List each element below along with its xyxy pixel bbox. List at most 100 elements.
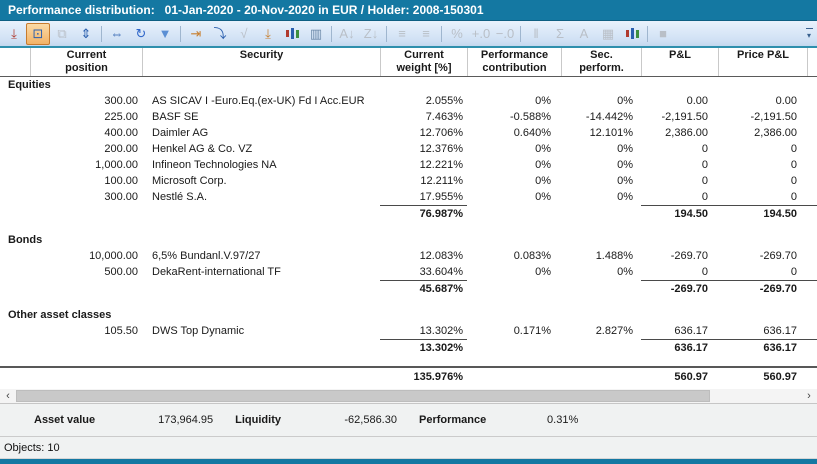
edge-cell [807,189,817,205]
subtotal-row: 45.687% -269.70 -269.70 [0,280,817,298]
cell-weight: 33.604% [419,266,463,278]
cell-weight: 7.463% [425,111,463,123]
spacer-cell [0,141,30,157]
cell-price_pnl: 636.17 [763,325,797,337]
column-header-contribution[interactable]: Performance contribution [467,48,561,76]
import-values-icon[interactable]: ⤓ [265,26,271,41]
cell-sec_perform: -14.442% [585,111,633,123]
expand-rows-icon[interactable]: ⇕ [80,26,92,41]
table-row[interactable]: 300.00 Nestlé S.A. 17.955% 0% 0% 0 0 [0,189,817,205]
cell-contribution: 0% [535,95,551,107]
cell-contribution: 0.083% [513,250,551,262]
cell-sec_perform: 0% [617,266,633,278]
table-row[interactable]: 100.00 Microsoft Corp. 12.211% 0% 0% 0 0 [0,173,817,189]
apply-formula-icon: √ [240,26,248,41]
adjust-columns-icon: ‖ [533,26,539,41]
column-header-position[interactable]: Current position [30,48,142,76]
cell-contribution [467,339,561,357]
insert-column-icon[interactable]: ⇥ [190,26,202,41]
sort-az-icon: A↓ [339,26,355,41]
cell-position: 105.50 [104,325,138,337]
cell-position: 100.00 [104,175,138,187]
update-columns-icon[interactable] [280,23,304,45]
fit-width-icon[interactable]: ⇔ [110,26,124,41]
cell-pnl: 0.00 [686,95,708,107]
cell-pnl: 636.17 [641,339,718,357]
section-label: Equities [8,79,51,91]
table-row[interactable]: 500.00 DekaRent-international TF 33.604% 0%… [0,264,817,280]
table-row[interactable]: 300.00 AS SICAV I -Euro.Eq.(ex-UK) Fd I A… [0,93,817,109]
table-row[interactable]: 200.00 Henkel AG & Co. VZ 12.376% 0% 0% 0 0 [0,141,817,157]
cell-sec_perform: 0% [617,175,633,187]
chart-icon[interactable] [620,23,644,45]
table-row[interactable]: 225.00 BASF SE 7.463% -0.588% -14.442% -2,191… [0,109,817,125]
collapse-rows-icon[interactable]: ⤓ [11,26,17,41]
column-header-price-pnl[interactable]: Price P&L [718,48,807,76]
table-row[interactable]: 1,000.00 Infineon Technologies NA 12.221% 0… [0,157,817,173]
liquidity-label: Liquidity [235,414,281,426]
edge-cell [807,264,817,280]
edge-cell [807,248,817,264]
fit-table-icon[interactable]: ⊡ [26,22,50,45]
edge-cell [807,125,817,141]
table-row[interactable]: 400.00 Daimler AG 12.706% 0.640% 12.101% 2,38… [0,125,817,141]
cell-security [142,339,380,357]
cell-pnl: 0 [701,143,708,155]
cell-position [30,339,142,357]
spacer-cell [0,109,30,125]
cell-price_pnl: 2,386.00 [754,127,797,139]
window-title-bar: Performance distribution: 01-Jan-2020 - … [0,0,817,21]
cell-weight: 13.302% [419,325,463,337]
scrollbar-right-button[interactable]: › [801,389,817,403]
scrollbar-thumb[interactable] [16,390,710,402]
column-header-sec-perform[interactable]: Sec. perform. [561,48,641,76]
total-row: 135.976% 560.97 560.97 [0,366,817,386]
cell-sec_perform: 12.101% [589,127,633,139]
performance-label: Performance [418,414,487,426]
spacer-cell [0,205,30,223]
fill-down-icon[interactable]: ⤵ [213,26,227,41]
horizontal-scrollbar[interactable]: ‹ › [0,389,817,403]
spacer-cell [0,157,30,173]
column-header-security[interactable]: Security [142,48,380,76]
section-row: Other asset classes [0,307,817,323]
refresh-icon[interactable]: ↻ [135,26,147,41]
toolbar-separator [386,25,387,42]
subtotal-row: 13.302% 636.17 636.17 [0,339,817,357]
toolbar-overflow-button[interactable]: ▾ [803,24,815,43]
cell-security: Daimler AG [152,127,209,139]
cell-pnl: 0 [701,159,708,171]
toolbar-separator [101,25,102,42]
cell-contribution: 0.171% [513,325,551,337]
scrollbar-left-button[interactable]: ‹ [0,389,16,403]
spacer-cell [0,189,30,205]
cell-price_pnl: 0 [790,143,797,155]
cell-security: DWS Top Dynamic [152,325,245,337]
cell-position: 400.00 [104,127,138,139]
cell-contribution: -0.588% [510,111,551,123]
spacer-cell [0,173,30,189]
table-row[interactable]: 105.50 DWS Top Dynamic 13.302% 0.171% 2.827%… [0,323,817,339]
cell-pnl: 0 [701,191,708,203]
cell-weight: 17.955% [419,191,463,203]
cell-contribution [467,205,561,223]
column-header-pnl[interactable]: P&L [641,48,718,76]
section-row: Equities [0,77,817,93]
cell-pnl: 636.17 [674,325,708,337]
cell-price_pnl: 560.97 [718,366,807,386]
toolbar-separator [331,25,332,42]
toolbar-separator [441,25,442,42]
table-row[interactable]: 10,000.00 6,5% Bundanl.V.97/27 12.083% 0.08… [0,248,817,264]
window-bottom-edge [0,458,817,464]
hidden-columns-icon[interactable]: ▥ [309,26,323,41]
cell-pnl: -269.70 [670,250,708,262]
column-header-weight[interactable]: Current weight [%] [380,48,467,76]
cell-security: BASF SE [152,111,199,123]
cell-contribution: 0% [535,266,551,278]
cell-position [30,280,142,298]
filter-icon[interactable]: ▼ [158,26,172,41]
section-gap [0,223,817,232]
cell-price_pnl: 0 [790,191,797,203]
cell-security [142,280,380,298]
edge-cell [807,205,817,223]
